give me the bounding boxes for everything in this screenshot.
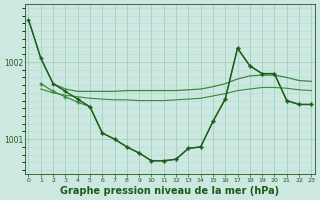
X-axis label: Graphe pression niveau de la mer (hPa): Graphe pression niveau de la mer (hPa) (60, 186, 279, 196)
